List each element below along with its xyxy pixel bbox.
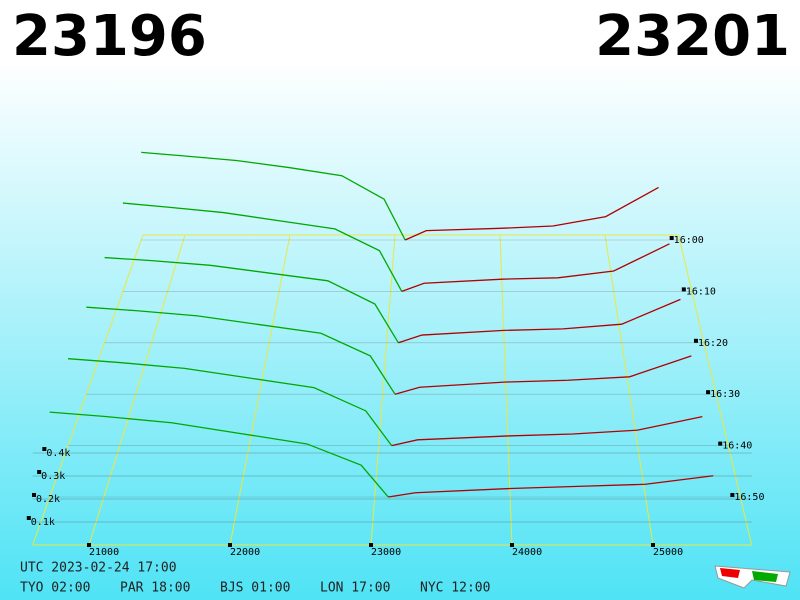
bid-depth-line [67,358,393,446]
tick-dot [31,493,36,497]
tick-dot [706,390,711,395]
tick-dot [87,543,91,547]
tick-dot [669,236,674,240]
depth-tick-label: 0.3k [41,471,65,482]
grid-frame [678,234,753,546]
x-tick-label: 22000 [230,547,260,558]
depth-tick-label: 0.4k [46,448,70,459]
time-label: 16:30 [710,389,740,400]
tick-dot [228,543,232,547]
x-tick-label: 23000 [371,547,401,558]
time-label: 16:10 [686,286,716,297]
glasses-icon [714,565,791,589]
bid-depth-line [104,256,399,344]
ask-price: 23201 [595,4,790,69]
bid-depth-line [49,411,389,498]
tick-dot [369,543,373,547]
tick-dot [42,447,47,451]
ask-depth-line [394,355,692,395]
bid-depth-line [122,202,403,292]
grid-line [604,234,654,546]
tick-dot [693,338,698,343]
x-tick-label: 24000 [512,547,542,558]
depth-tick-label: 0.1k [31,517,55,528]
tick-dot [510,543,514,547]
ask-depth-line [388,475,714,498]
bid-price: 23196 [12,4,207,69]
city-time: NYC 12:00 [420,581,490,596]
tick-dot [718,441,723,446]
grid-line [88,234,186,546]
tick-dot [37,470,42,474]
ask-depth-line [398,298,681,344]
city-time: PAR 18:00 [120,581,190,596]
grid-line [499,234,513,546]
utc-time: UTC 2023-02-24 17:00 [20,561,177,576]
ask-depth-line [391,415,703,447]
tick-dot [651,543,655,547]
city-time: LON 17:00 [320,581,390,596]
time-label: 16:50 [734,492,764,503]
ask-depth-line [404,186,659,241]
x-tick-label: 21000 [89,547,119,558]
time-label: 16:20 [698,338,728,349]
ask-depth-line [401,243,670,293]
grid-line [370,234,396,546]
x-tick-label: 25000 [653,547,683,558]
depth-tick-label: 0.2k [36,494,60,505]
tick-dot [681,287,686,292]
tick-dot [730,493,735,497]
time-label: 16:40 [722,441,752,452]
city-time: BJS 01:00 [220,581,290,596]
bid-depth-line [141,151,406,241]
grid-frame [32,234,144,546]
city-time: TYO 02:00 [20,581,90,596]
time-label: 16:00 [674,235,704,246]
bid-depth-line [86,306,396,395]
grid-line [229,234,291,546]
tick-dot [26,516,31,520]
